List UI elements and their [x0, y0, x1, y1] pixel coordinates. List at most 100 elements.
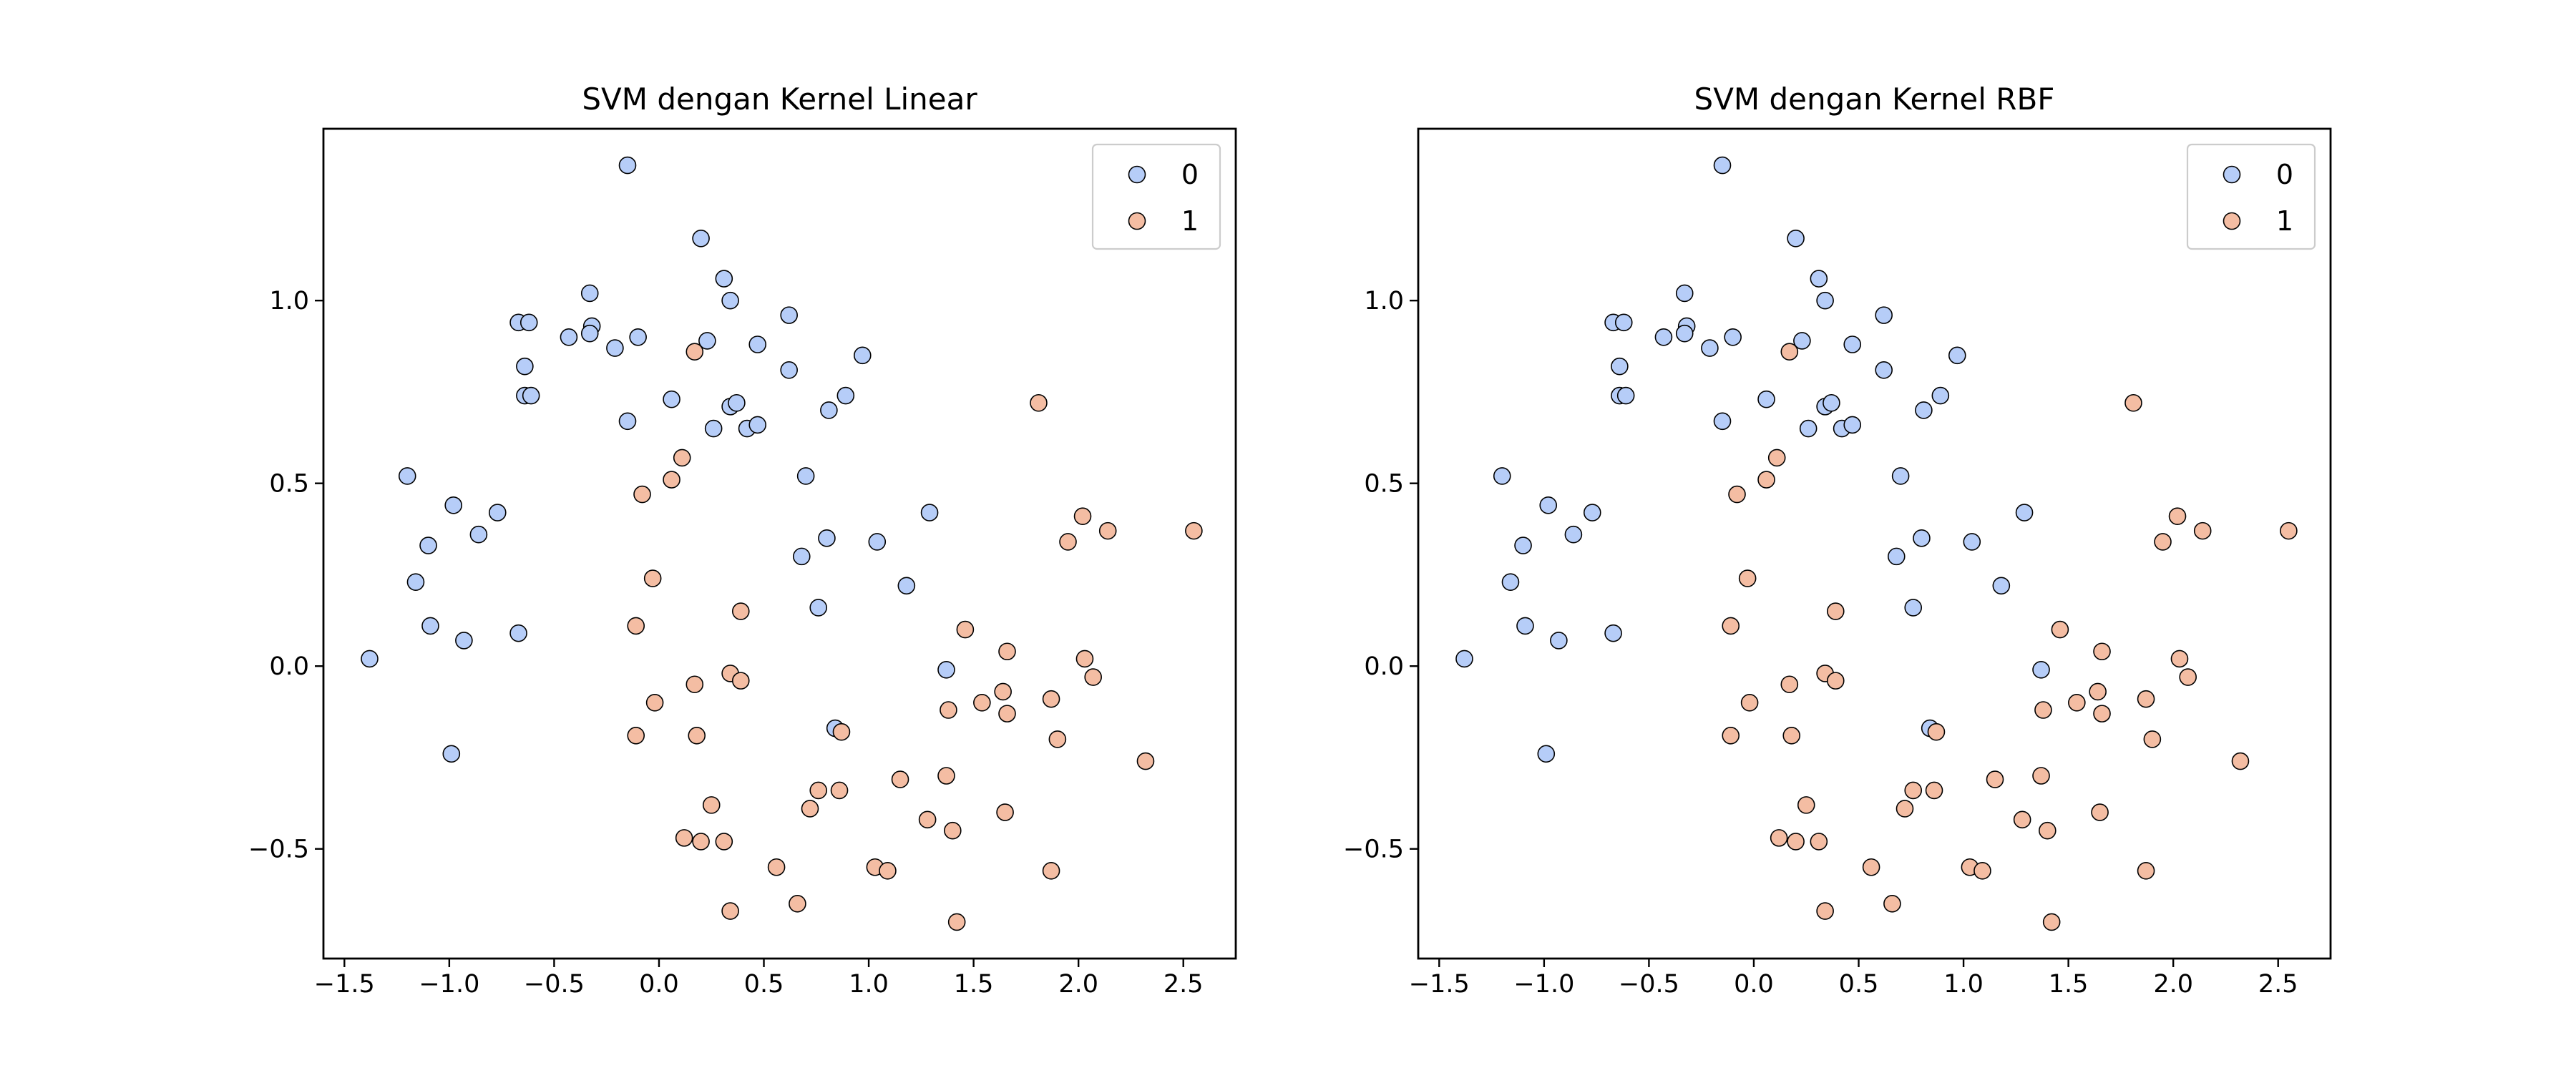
x-tick-label-rbf: 0.5: [1839, 970, 1879, 999]
point-class-1: [686, 343, 704, 361]
legend-marker-class-0: [2223, 165, 2241, 184]
point-class-0: [1493, 467, 1511, 485]
x-axis-linear: −1.5 −1.0 −0.5 0.0 0.5 1.0 1.5 2.0 2.5: [314, 959, 1204, 999]
point-class-0: [1455, 650, 1473, 668]
point-class-0: [818, 529, 836, 547]
point-class-0: [1583, 504, 1601, 521]
point-class-1: [1816, 902, 1834, 920]
point-class-1: [663, 471, 680, 489]
point-class-0: [1915, 401, 1933, 419]
point-class-0: [1875, 306, 1893, 324]
point-class-0: [1816, 291, 1834, 310]
point-class-0: [442, 745, 461, 763]
point-class-0: [780, 306, 798, 324]
x-tick-label-linear: 1.5: [954, 970, 994, 999]
point-class-1: [1896, 800, 1914, 818]
y-axis-rbf: −0.5 0.0 0.5 1.0: [1343, 287, 1418, 864]
y-tick-label-linear: −0.5: [248, 836, 309, 864]
panel-title-rbf: SVM dengan Kernel RBF: [1694, 82, 2055, 117]
point-class-0: [780, 361, 798, 379]
legend-linear: 01: [1091, 143, 1221, 250]
point-class-1: [686, 675, 704, 694]
point-class-0: [1713, 412, 1732, 431]
point-class-0: [792, 547, 811, 566]
point-class-1: [731, 672, 750, 690]
y-tick-label-linear: 1.0: [269, 287, 309, 315]
point-class-1: [2013, 810, 2031, 829]
point-class-0: [419, 536, 437, 554]
point-class-1: [1728, 485, 1746, 504]
point-class-0: [748, 416, 767, 434]
point-class-1: [1780, 343, 1799, 361]
point-class-0: [692, 230, 710, 248]
point-class-1: [1722, 617, 1740, 635]
point-class-1: [1925, 781, 1943, 800]
plot-area-linear: −1.5 −1.0 −0.5 0.0 0.5 1.0 1.5 2.0 2.5 −0.5 0.0 0.…: [248, 127, 1237, 999]
point-class-1: [1084, 668, 1102, 686]
point-class-1: [832, 722, 851, 741]
x-tick-label-rbf: −0.5: [1619, 970, 1679, 999]
point-class-1: [2034, 701, 2052, 719]
point-class-0: [1875, 361, 1893, 379]
point-class-1: [940, 701, 957, 719]
point-class-1: [1136, 752, 1155, 770]
point-class-1: [2143, 730, 2162, 748]
scatter-points-linear: [361, 156, 1203, 931]
point-class-1: [801, 800, 819, 818]
point-class-1: [1757, 471, 1775, 489]
point-class-1: [2068, 693, 2086, 712]
point-class-0: [1843, 416, 1862, 434]
point-class-1: [2091, 803, 2109, 821]
point-class-1: [2093, 642, 2111, 661]
y-tick-label-rbf: 0.5: [1364, 470, 1404, 499]
point-class-0: [1550, 632, 1568, 650]
point-class-0: [1757, 390, 1775, 408]
point-class-0: [1611, 357, 1629, 376]
point-class-0: [618, 412, 637, 431]
point-class-0: [2032, 660, 2050, 679]
point-class-0: [1948, 346, 1966, 365]
point-class-1: [1059, 533, 1077, 551]
point-class-0: [629, 328, 647, 346]
point-class-1: [1826, 672, 1845, 690]
legend-label-class-0: 0: [1181, 159, 1199, 190]
legend-rbf: 01: [2186, 143, 2316, 250]
legend-marker-class-0: [1128, 165, 1146, 184]
point-class-1: [2154, 533, 2172, 551]
point-class-1: [2093, 705, 2111, 722]
point-class-0: [663, 390, 680, 408]
y-tick-label-linear: 0.5: [269, 470, 309, 499]
point-class-0: [704, 419, 723, 438]
point-class-1: [1075, 650, 1094, 668]
point-class-0: [1793, 332, 1811, 350]
point-class-0: [1616, 386, 1635, 405]
point-class-0: [1963, 533, 1981, 551]
point-class-0: [361, 650, 379, 668]
legend-label-class-1: 1: [2276, 205, 2293, 237]
point-class-0: [1604, 624, 1622, 642]
point-class-0: [1843, 335, 1862, 353]
point-class-0: [1913, 529, 1931, 547]
point-class-0: [853, 346, 872, 365]
point-class-1: [645, 693, 664, 712]
point-class-0: [580, 324, 599, 343]
panel-rbf-kernel: SVM dengan Kernel RBF −1.5 −1.0 −0.5 0.0 0.5…: [1343, 82, 2332, 999]
point-class-0: [1891, 467, 1910, 485]
point-class-1: [1098, 521, 1117, 540]
x-axis-rbf: −1.5 −1.0 −0.5 0.0 0.5 1.0 1.5 2.0 2.5: [1409, 959, 2298, 999]
legend-frame-rbf: [2186, 143, 2316, 250]
point-class-1: [1883, 895, 1901, 913]
point-class-1: [627, 726, 645, 745]
point-class-1: [1073, 507, 1092, 525]
point-class-1: [1826, 602, 1845, 620]
point-class-0: [1654, 328, 1673, 346]
point-class-0: [398, 467, 416, 485]
x-tick-label-rbf: 2.5: [2258, 970, 2298, 999]
point-class-1: [1862, 858, 1880, 876]
point-class-0: [469, 525, 488, 544]
point-class-1: [1787, 833, 1805, 851]
scatter-points-rbf: [1455, 156, 2298, 931]
y-tick-label-rbf: −0.5: [1343, 836, 1404, 864]
